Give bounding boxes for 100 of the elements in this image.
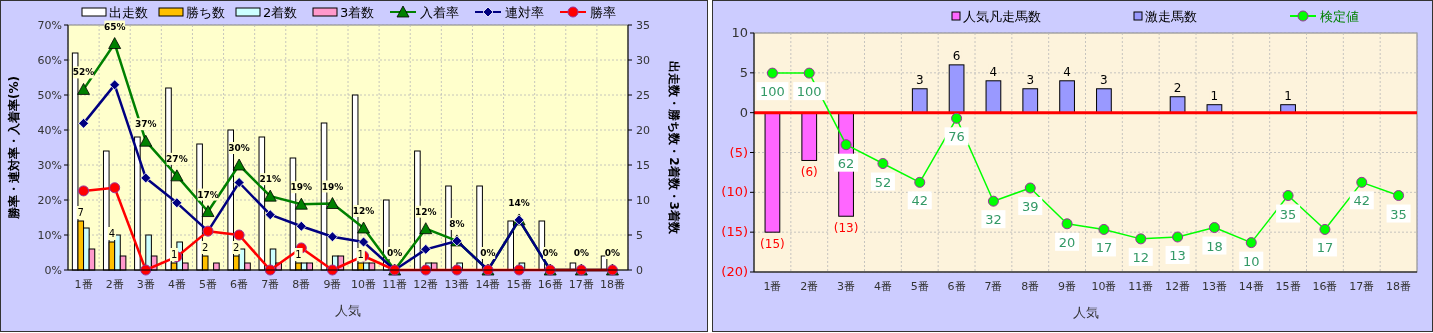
x-tick-label: 12番 xyxy=(1165,280,1191,293)
data-label: (15) xyxy=(760,237,785,252)
data-label: 37% xyxy=(135,119,157,130)
y-tick-label: 60% xyxy=(37,54,62,67)
x-tick-label: 13番 xyxy=(444,278,470,291)
data-label: 42 xyxy=(1353,193,1371,209)
data-label: 42 xyxy=(911,193,929,209)
y-tick-label: 70% xyxy=(37,19,62,32)
data-label: 27% xyxy=(166,153,188,164)
data-label: 1 xyxy=(170,249,178,260)
x-tick-label: 15番 xyxy=(1275,280,1301,293)
y2-axis-title: 出走数・勝ち数・2着数・3着数 xyxy=(667,61,681,235)
x-tick-label: 8番 xyxy=(292,278,311,291)
data-label: 18 xyxy=(1206,238,1223,254)
data-label: 4 xyxy=(989,64,998,79)
y2-tick-label: 30 xyxy=(636,54,650,67)
x-tick-label: 14番 xyxy=(1238,280,1264,293)
x-tick-label: 18番 xyxy=(1386,280,1412,293)
data-label: 1 xyxy=(295,249,302,260)
data-label: 100 xyxy=(760,84,785,100)
data-label: 35 xyxy=(1279,206,1297,222)
legend-label: 出走数 xyxy=(109,5,148,20)
y-tick-label: 20% xyxy=(37,194,62,207)
y-tick-label: (15) xyxy=(721,224,748,240)
data-label: 13 xyxy=(1169,247,1186,263)
data-label: 0% xyxy=(542,248,558,258)
data-label: 19% xyxy=(321,181,344,192)
data-label: 12% xyxy=(415,206,437,217)
legend-label: 3着数 xyxy=(340,5,375,20)
y-tick-label: 0% xyxy=(44,264,62,277)
x-tick-label: 13番 xyxy=(1201,280,1227,293)
data-label: 19% xyxy=(290,182,313,193)
legend-label: 連対率 xyxy=(505,5,544,20)
y-tick-label: (20) xyxy=(721,264,748,279)
y-tick-label: (5) xyxy=(729,144,748,160)
x-tick-label: 1番 xyxy=(763,280,782,293)
data-label: 3 xyxy=(1100,72,1108,87)
x-tick-label: 9番 xyxy=(323,278,342,291)
y2-tick-label: 10 xyxy=(636,194,650,207)
data-label: 12% xyxy=(352,206,375,216)
legend-label: 人気凡走馬数 xyxy=(963,9,1041,24)
data-label: 21% xyxy=(259,174,281,185)
data-label: 20 xyxy=(1058,234,1076,250)
legend-label: 入着率 xyxy=(420,5,459,20)
x-tick-label: 8番 xyxy=(1021,280,1040,293)
x-tick-label: 4番 xyxy=(873,280,892,293)
data-label: 30% xyxy=(228,143,250,153)
x-tick-label: 17番 xyxy=(1349,280,1375,293)
data-label: 32 xyxy=(985,212,1002,228)
y2-tick-label: 5 xyxy=(636,229,643,242)
y2-tick-label: 15 xyxy=(636,159,650,172)
x-axis-title: 人気 xyxy=(335,303,361,318)
data-label: 1 xyxy=(1210,88,1219,103)
y-tick-label: 5 xyxy=(739,64,748,80)
legend-label: 勝ち数 xyxy=(186,5,225,20)
data-label: 7 xyxy=(77,207,84,218)
data-label: 12 xyxy=(1132,249,1150,265)
data-label: 10 xyxy=(1242,253,1260,269)
data-label: 17 xyxy=(1095,240,1113,256)
data-label: 52% xyxy=(72,67,95,78)
x-tick-label: 17番 xyxy=(568,278,594,291)
data-label: 0% xyxy=(573,248,589,258)
data-label: 2 xyxy=(1173,80,1182,95)
y2-tick-label: 20 xyxy=(636,124,650,137)
x-tick-label: 18番 xyxy=(599,278,625,291)
data-label: 1 xyxy=(357,249,364,260)
y-axis-title: 勝率・連対率・入着率(%) xyxy=(7,76,21,220)
data-label: (6) xyxy=(800,165,818,180)
x-tick-label: 2番 xyxy=(105,278,124,291)
legend-label: 勝率 xyxy=(590,5,616,20)
data-label: 4 xyxy=(1063,64,1071,79)
data-label: 4 xyxy=(108,228,116,239)
data-label: 0% xyxy=(387,248,403,258)
data-label: 2 xyxy=(233,242,240,253)
x-tick-label: 2番 xyxy=(800,280,819,293)
x-tick-label: 12番 xyxy=(413,278,439,291)
legend-label: 検定値 xyxy=(1320,9,1359,24)
x-tick-label: 10番 xyxy=(351,278,377,291)
x-tick-label: 5番 xyxy=(199,278,217,291)
legend-label: 激走馬数 xyxy=(1145,9,1197,24)
y2-tick-label: 25 xyxy=(636,89,650,102)
data-label: 8% xyxy=(449,218,465,229)
x-tick-label: 16番 xyxy=(537,278,563,291)
data-label: 0% xyxy=(480,248,496,258)
y-tick-label: 0 xyxy=(739,104,748,120)
y-tick-label: 10% xyxy=(37,229,62,242)
x-tick-label: 10番 xyxy=(1091,280,1117,293)
x-tick-label: 3番 xyxy=(136,278,155,291)
x-tick-label: 1番 xyxy=(74,278,93,291)
data-label: 100 xyxy=(796,84,822,100)
y-tick-label: (10) xyxy=(721,184,748,200)
x-tick-label: 4番 xyxy=(167,278,186,291)
data-label: 3 xyxy=(1026,72,1035,87)
data-label: 65% xyxy=(103,21,126,32)
y-tick-label: 10 xyxy=(731,25,748,40)
x-tick-label: 11番 xyxy=(1128,280,1154,293)
data-label: 35 xyxy=(1390,206,1407,222)
data-label: 17% xyxy=(197,189,219,200)
data-label: 39 xyxy=(1021,199,1039,214)
data-label: 17 xyxy=(1316,240,1334,256)
